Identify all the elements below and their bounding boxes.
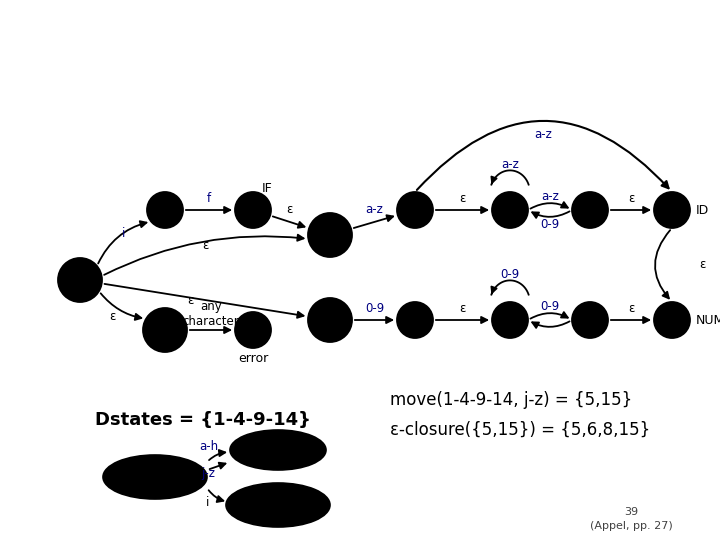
Text: f: f bbox=[207, 192, 211, 205]
Text: 0-9: 0-9 bbox=[365, 301, 384, 314]
Text: 39: 39 bbox=[624, 507, 638, 517]
Text: 15: 15 bbox=[245, 323, 261, 336]
Text: j-z: j-z bbox=[202, 468, 215, 481]
Text: 1: 1 bbox=[76, 273, 84, 287]
Text: 8: 8 bbox=[667, 203, 676, 217]
Text: 5-6-8-15: 5-6-8-15 bbox=[254, 445, 302, 455]
Text: ε: ε bbox=[202, 239, 208, 252]
Circle shape bbox=[397, 302, 433, 338]
Circle shape bbox=[492, 192, 528, 228]
Circle shape bbox=[654, 192, 690, 228]
Text: a-z: a-z bbox=[366, 204, 383, 217]
Circle shape bbox=[397, 192, 433, 228]
Text: Dstates = {1-4-9-14}: Dstates = {1-4-9-14} bbox=[95, 411, 311, 429]
Circle shape bbox=[654, 302, 690, 338]
Text: ε: ε bbox=[287, 204, 293, 217]
Text: 10: 10 bbox=[407, 314, 423, 327]
Text: 0-9: 0-9 bbox=[500, 268, 520, 281]
Text: ε: ε bbox=[628, 301, 634, 314]
Text: 14: 14 bbox=[157, 323, 173, 336]
Text: i: i bbox=[122, 227, 126, 240]
Circle shape bbox=[572, 302, 608, 338]
Text: (Appel, pp. 27): (Appel, pp. 27) bbox=[590, 521, 672, 531]
Text: a-z: a-z bbox=[541, 190, 559, 202]
Text: 13: 13 bbox=[664, 314, 680, 327]
Text: 2: 2 bbox=[161, 203, 169, 217]
Text: ε: ε bbox=[699, 259, 705, 272]
Circle shape bbox=[308, 298, 352, 342]
Text: 0-9: 0-9 bbox=[541, 300, 559, 313]
Text: a-z: a-z bbox=[534, 129, 552, 141]
Text: a-z: a-z bbox=[501, 159, 519, 172]
Circle shape bbox=[308, 213, 352, 257]
Text: ε-closure({5,15}) = {5,6,8,15}: ε-closure({5,15}) = {5,6,8,15} bbox=[390, 421, 650, 439]
Text: 12: 12 bbox=[582, 314, 598, 327]
Ellipse shape bbox=[103, 455, 207, 499]
Text: move(1-4-9-14, j-z) = {5,15}: move(1-4-9-14, j-z) = {5,15} bbox=[390, 391, 632, 409]
Circle shape bbox=[143, 308, 187, 352]
Circle shape bbox=[572, 192, 608, 228]
Text: 5: 5 bbox=[410, 203, 419, 217]
Ellipse shape bbox=[226, 483, 330, 527]
Text: 7: 7 bbox=[585, 203, 595, 217]
Text: ε: ε bbox=[109, 310, 116, 323]
Circle shape bbox=[235, 312, 271, 348]
Circle shape bbox=[492, 302, 528, 338]
Text: ε: ε bbox=[628, 192, 634, 205]
Text: error: error bbox=[238, 352, 268, 365]
Text: 1-4-9-14: 1-4-9-14 bbox=[131, 472, 179, 482]
Text: 0-9: 0-9 bbox=[541, 218, 559, 231]
Circle shape bbox=[235, 192, 271, 228]
Text: i: i bbox=[206, 496, 210, 510]
Text: 2-5-6-8-15: 2-5-6-8-15 bbox=[249, 500, 307, 510]
Text: NUM: NUM bbox=[696, 314, 720, 327]
Text: IF: IF bbox=[261, 181, 272, 194]
Text: 6: 6 bbox=[505, 203, 514, 217]
Ellipse shape bbox=[230, 430, 326, 470]
Text: 11: 11 bbox=[502, 314, 518, 327]
Circle shape bbox=[58, 258, 102, 302]
Text: a-h: a-h bbox=[199, 441, 218, 454]
Circle shape bbox=[147, 192, 183, 228]
Text: 4: 4 bbox=[325, 228, 334, 242]
Text: any
character: any character bbox=[183, 300, 239, 328]
Text: 9: 9 bbox=[325, 313, 334, 327]
Text: 3: 3 bbox=[248, 203, 257, 217]
Text: ID: ID bbox=[696, 204, 708, 217]
Text: ε: ε bbox=[459, 192, 466, 205]
Text: ε: ε bbox=[186, 294, 193, 307]
Text: ε: ε bbox=[459, 301, 466, 314]
